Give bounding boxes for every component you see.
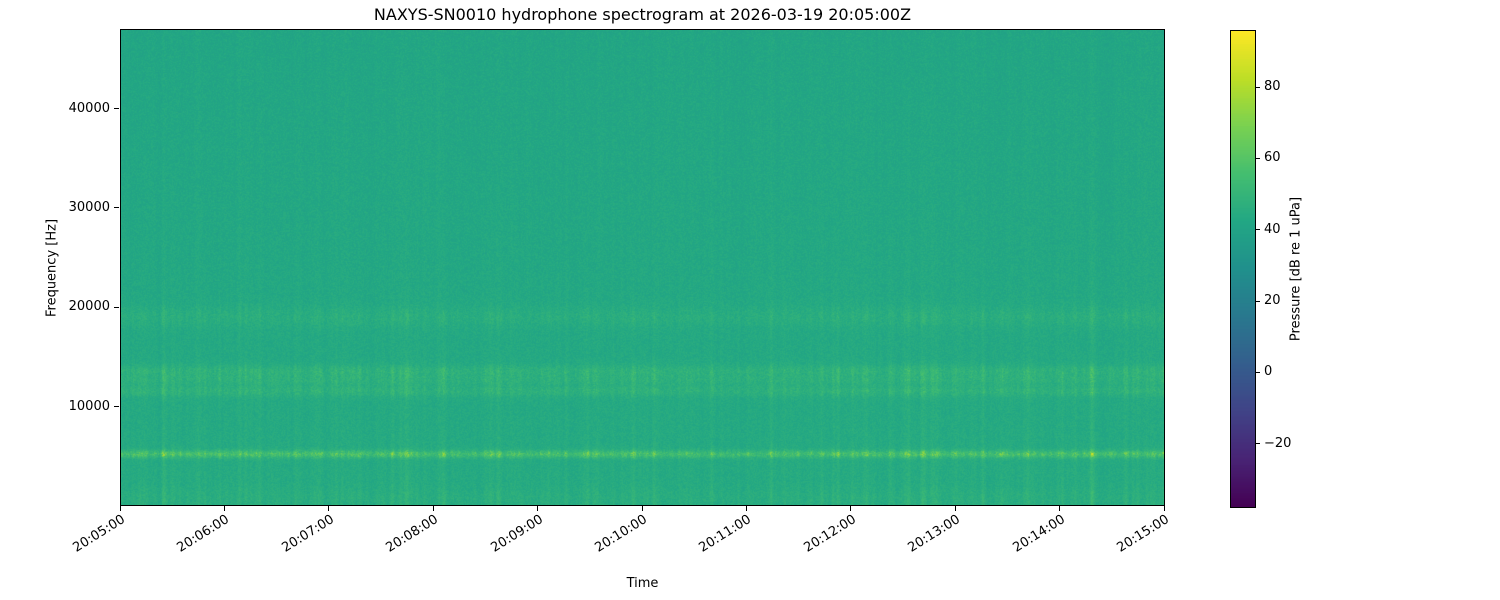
colorbar-tick-label: 0	[1264, 364, 1273, 380]
colorbar-tick-mark	[1256, 86, 1260, 88]
y-tick-mark	[114, 108, 119, 109]
x-tick-mark	[1163, 506, 1165, 511]
colorbar-tick-mark	[1256, 371, 1260, 373]
x-tick-label: 20:05:00	[70, 512, 128, 556]
x-tick-mark	[223, 506, 225, 511]
colorbar-label: Pressure [dB re 1 uPa]	[1288, 196, 1304, 342]
x-tick-mark	[641, 506, 643, 511]
colorbar-tick-mark	[1256, 300, 1260, 302]
y-tick-mark	[114, 306, 119, 308]
y-tick-label: 20000	[68, 299, 110, 315]
colorbar-tick-label: 20	[1264, 293, 1281, 309]
x-tick-mark	[328, 506, 330, 511]
spectrogram-plot-area	[120, 29, 1165, 506]
x-tick-mark	[850, 506, 852, 511]
x-tick-mark	[1059, 506, 1061, 511]
x-tick-mark	[954, 506, 956, 511]
colorbar-tick-label: 40	[1264, 221, 1281, 237]
y-tick-label: 30000	[68, 199, 110, 215]
x-tick-mark	[537, 506, 539, 511]
chart-title: NAXYS-SN0010 hydrophone spectrogram at 2…	[373, 5, 912, 24]
x-tick-mark	[432, 506, 434, 511]
colorbar	[1230, 30, 1256, 508]
colorbar-tick-label: 60	[1264, 150, 1281, 166]
colorbar-tick-label: −20	[1264, 435, 1292, 451]
colorbar-tick-mark	[1256, 157, 1260, 159]
spectrogram-heatmap-canvas	[121, 30, 1164, 505]
y-tick-mark	[114, 406, 119, 408]
colorbar-tick-mark	[1256, 229, 1260, 231]
colorbar-gradient-canvas	[1231, 31, 1255, 507]
x-axis-label: Time	[626, 576, 659, 591]
x-tick-mark	[119, 506, 121, 511]
colorbar-tick-label: 80	[1264, 79, 1281, 95]
y-tick-mark	[114, 207, 119, 209]
colorbar-tick-mark	[1256, 443, 1260, 445]
x-tick-mark	[745, 506, 747, 511]
y-tick-label: 10000	[68, 398, 110, 414]
y-tick-label: 40000	[68, 100, 110, 116]
